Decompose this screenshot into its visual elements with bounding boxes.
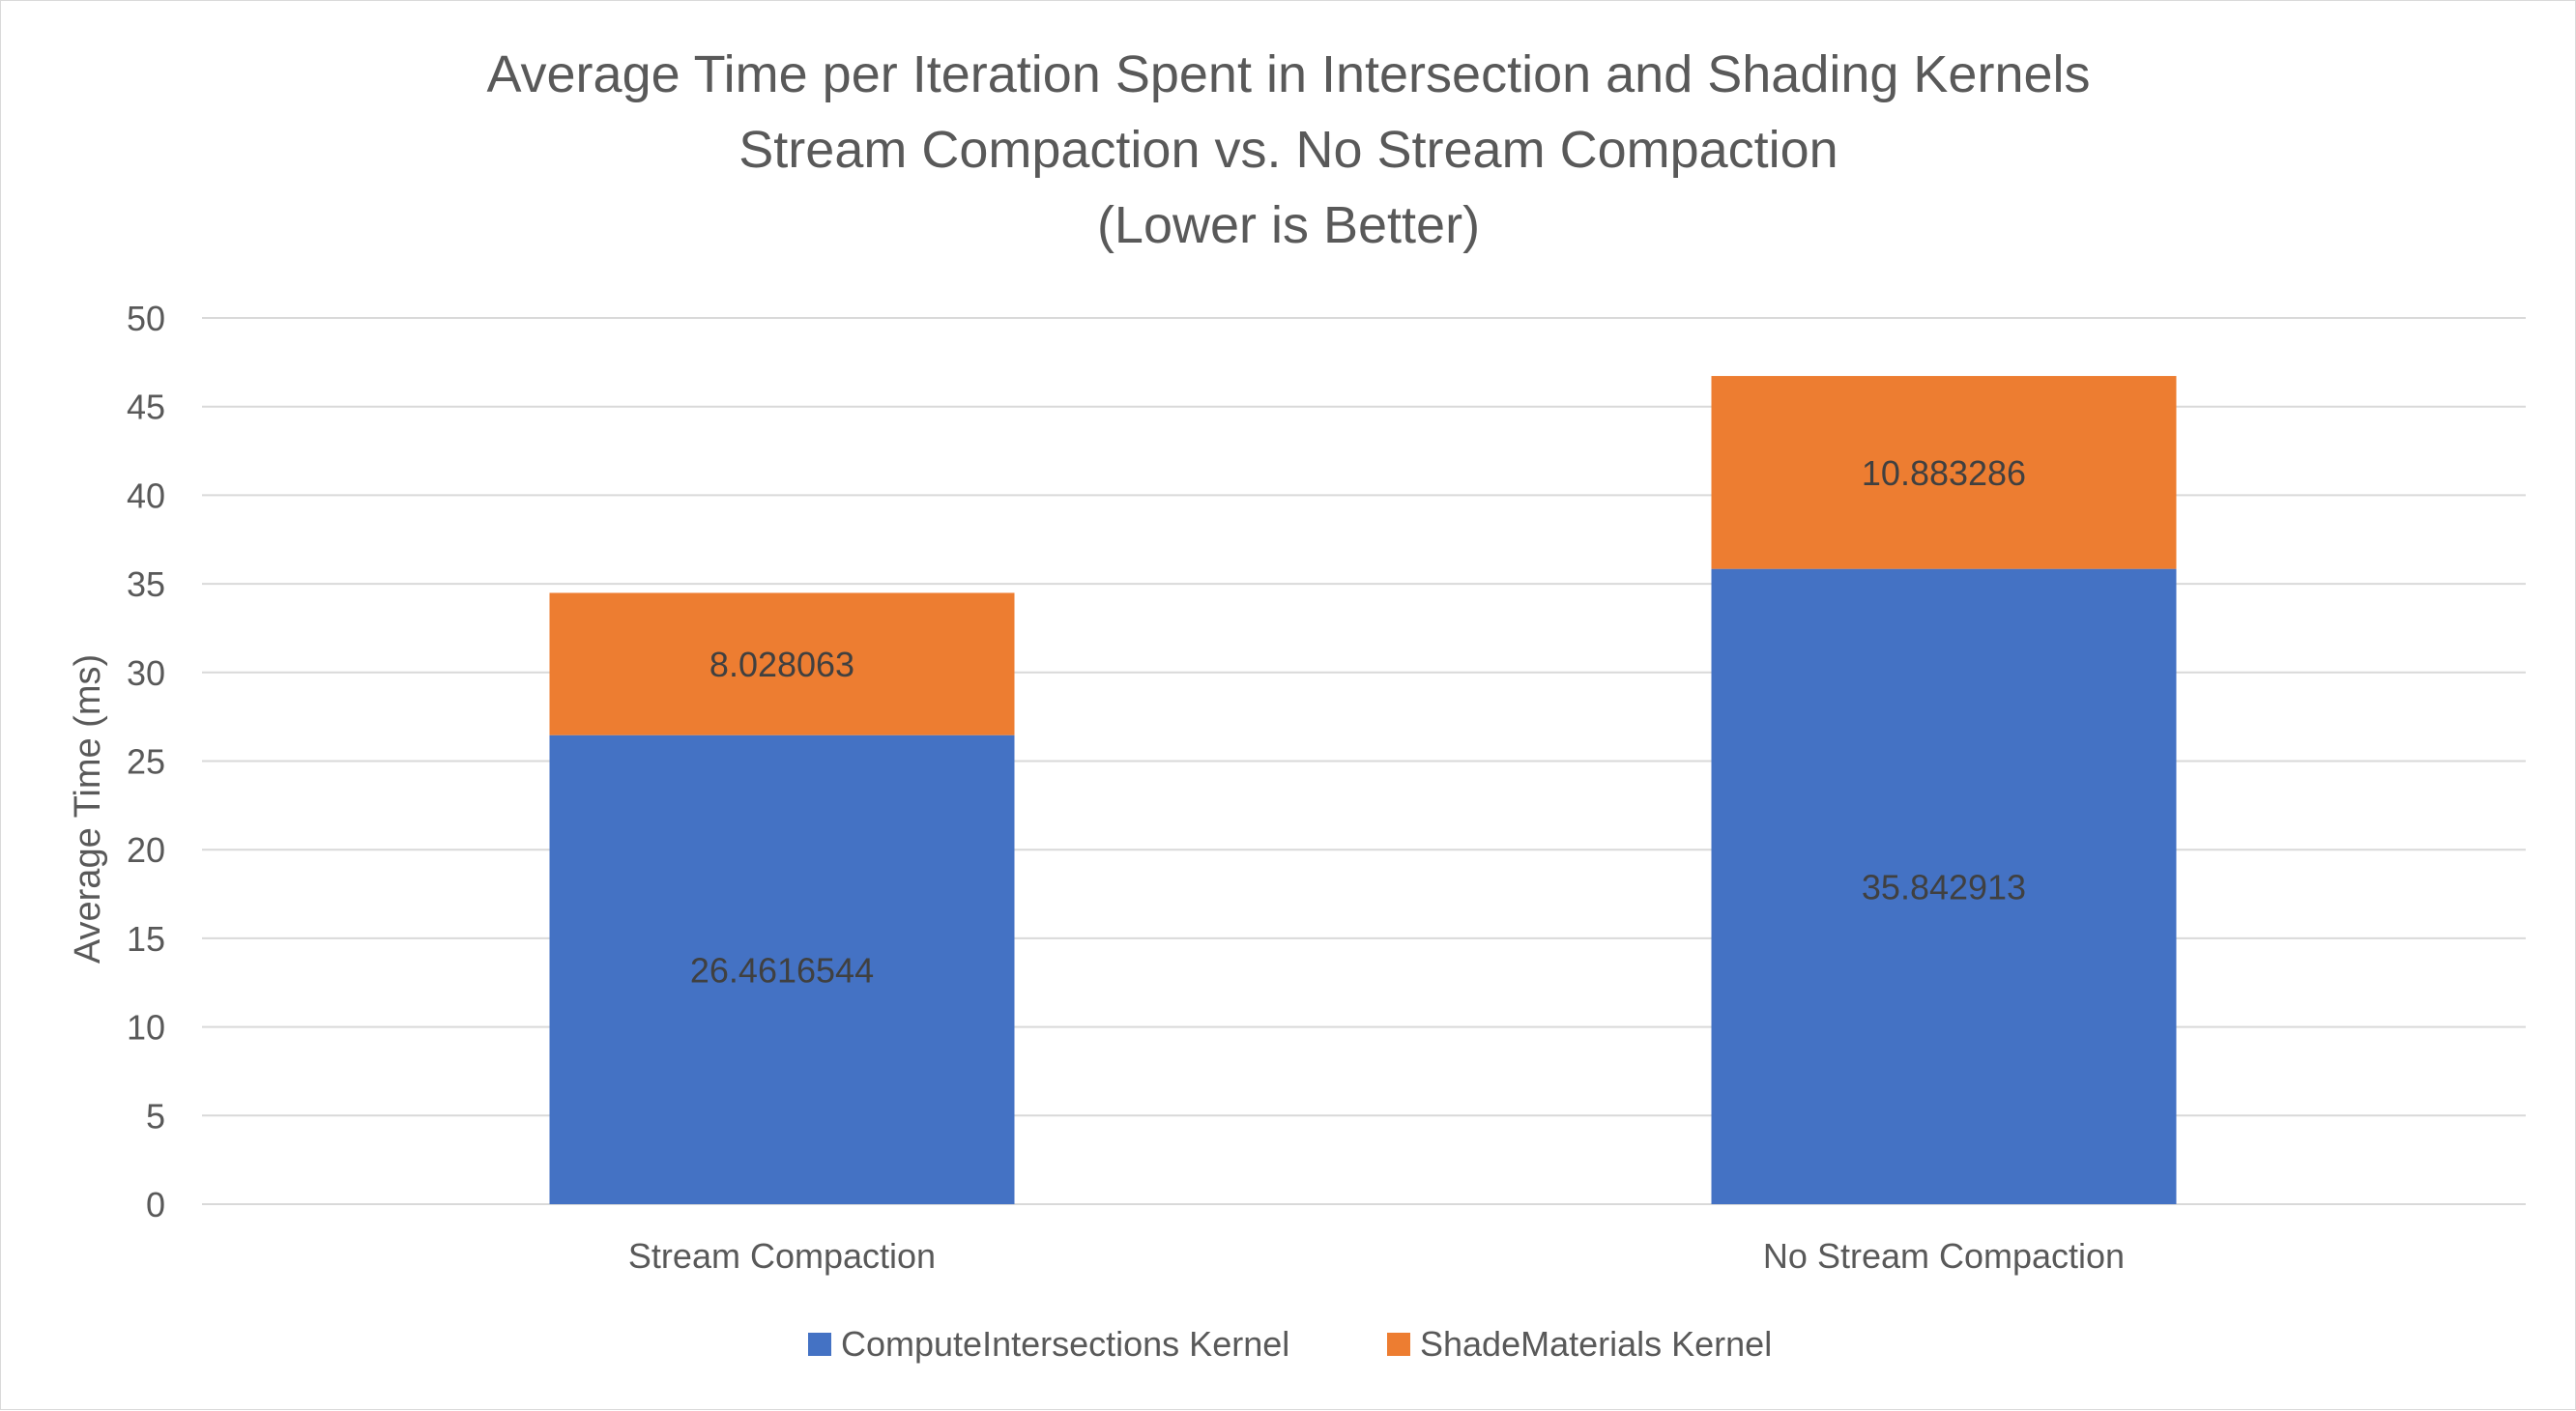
y-tick-label: 0 (146, 1185, 165, 1224)
y-tick-label: 15 (127, 919, 165, 959)
y-tick-label: 40 (127, 475, 165, 515)
bar-segment (1711, 376, 2177, 569)
chart-title-line-2: Stream Compaction vs. No Stream Compacti… (738, 121, 1838, 179)
y-axis-tick-labels: 0 5 10 15 20 25 30 35 40 45 50 (127, 299, 165, 1224)
x-axis-tick-labels: Stream Compaction No Stream Compaction (628, 1236, 2125, 1276)
y-tick-label: 50 (127, 299, 165, 338)
legend-label: ShadeMaterials Kernel (1420, 1324, 1772, 1364)
y-axis-title: Average Time (ms) (68, 654, 108, 964)
legend: ComputeIntersections Kernel ShadeMaterial… (808, 1324, 1772, 1364)
data-label: 35.842913 (1862, 867, 2026, 907)
bar-segment (549, 592, 1015, 735)
legend-swatch (1387, 1333, 1410, 1356)
chart-title-line-3: (Lower is Better) (1097, 196, 1480, 254)
y-tick-label: 45 (127, 388, 165, 427)
y-tick-label: 35 (127, 564, 165, 604)
y-tick-label: 30 (127, 653, 165, 693)
x-tick-label: Stream Compaction (628, 1236, 936, 1276)
bar-segment (549, 734, 1015, 1204)
chart-title: Average Time per Iteration Spent in Inte… (486, 45, 2090, 254)
bars: 26.4616544 8.028063 35.842913 10.883286 (549, 376, 2177, 1204)
data-label: 10.883286 (1862, 453, 2026, 493)
legend-swatch (808, 1333, 831, 1356)
y-tick-label: 25 (127, 742, 165, 782)
bar-segment (1711, 568, 2177, 1204)
data-label: 26.4616544 (690, 950, 874, 990)
x-tick-label: No Stream Compaction (1763, 1236, 2125, 1276)
y-tick-label: 20 (127, 830, 165, 870)
data-label: 8.028063 (709, 645, 854, 684)
y-tick-label: 10 (127, 1008, 165, 1048)
y-tick-label: 5 (146, 1096, 165, 1136)
legend-label: ComputeIntersections Kernel (841, 1324, 1289, 1364)
chart-title-line-1: Average Time per Iteration Spent in Inte… (486, 45, 2090, 103)
